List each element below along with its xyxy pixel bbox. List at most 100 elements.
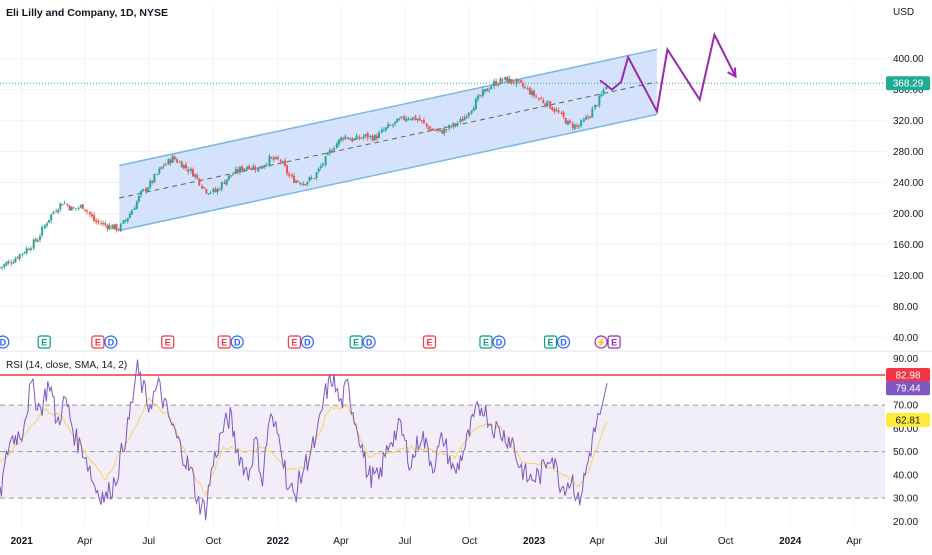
marker-shape: [362, 335, 376, 349]
earnings-marker[interactable]: E: [479, 335, 493, 349]
candle: [602, 89, 605, 93]
candle: [452, 122, 455, 127]
earnings-marker[interactable]: E: [161, 335, 175, 349]
badge-bg: [886, 412, 930, 427]
candle: [223, 182, 226, 185]
dividend-marker[interactable]: D: [492, 335, 506, 349]
candle: [398, 118, 401, 120]
candle: [293, 175, 296, 183]
candle: [18, 254, 21, 259]
price-axis-label: 320.00: [893, 116, 924, 127]
candle: [382, 130, 385, 132]
candle: [151, 180, 154, 183]
marker-label: D: [304, 338, 311, 348]
candle: [330, 150, 333, 152]
candle: [385, 127, 388, 130]
earnings-marker[interactable]: E: [91, 335, 105, 349]
candle: [591, 108, 594, 118]
time-axis-label: Apr: [77, 536, 93, 547]
earnings-marker[interactable]: E: [217, 335, 231, 349]
candle: [72, 207, 75, 209]
candle: [225, 179, 228, 185]
rsi-axis-label: 40.00: [893, 470, 918, 481]
dividend-marker[interactable]: D: [0, 335, 10, 349]
candle: [70, 206, 73, 211]
candle: [119, 223, 122, 231]
candle: [229, 175, 232, 177]
earnings-marker[interactable]: E: [543, 335, 558, 349]
earnings-marker[interactable]: E: [607, 335, 621, 349]
candle: [465, 116, 468, 118]
marker-label: E: [165, 338, 171, 348]
rsi-ma-badge: 62.81: [886, 412, 930, 427]
dividend-marker[interactable]: D: [104, 335, 118, 349]
candle: [290, 175, 293, 177]
candle: [93, 215, 96, 221]
candle: [207, 193, 210, 195]
candle: [405, 118, 408, 122]
marker-label: E: [291, 338, 297, 348]
candle: [263, 164, 266, 168]
candle: [333, 148, 336, 151]
candle: [57, 209, 60, 213]
candle: [450, 125, 453, 127]
dividend-marker[interactable]: D: [230, 335, 244, 349]
dividend-marker[interactable]: D: [300, 335, 314, 349]
price-axis-label: 240.00: [893, 178, 924, 189]
marker-label: D: [108, 338, 115, 348]
candle: [106, 225, 109, 229]
candle: [434, 129, 437, 131]
candle: [209, 192, 212, 194]
candle: [557, 110, 560, 113]
candle: [409, 119, 412, 121]
candle: [521, 83, 524, 87]
candle: [481, 90, 484, 97]
time-axis-label: Oct: [462, 536, 478, 547]
marker-label: E: [427, 338, 433, 348]
candle: [377, 132, 380, 139]
marker-shape: [0, 335, 10, 349]
candle: [342, 137, 345, 140]
candle: [149, 180, 152, 188]
candle: [310, 178, 313, 180]
rsi-axis-label: 70.00: [893, 401, 918, 412]
candle: [422, 120, 425, 123]
candle: [551, 107, 554, 110]
candle: [508, 78, 511, 84]
candle: [414, 116, 417, 121]
earnings-marker[interactable]: E: [287, 335, 301, 349]
dividend-marker[interactable]: D: [362, 335, 376, 349]
candle: [34, 238, 37, 242]
marker-shape: [492, 335, 506, 349]
candle: [454, 123, 457, 126]
candle: [261, 167, 264, 169]
earnings-marker[interactable]: E: [37, 335, 51, 349]
candle: [61, 204, 64, 206]
earnings-marker[interactable]: E: [422, 335, 437, 349]
candle: [441, 130, 444, 134]
marker-label: E: [221, 338, 227, 348]
rsi-line: [0, 359, 608, 521]
candle: [39, 236, 42, 240]
split-marker[interactable]: ⚡: [594, 335, 608, 349]
candle: [201, 185, 204, 189]
candle: [102, 223, 105, 225]
candle: [358, 136, 361, 139]
candle: [198, 178, 201, 186]
candle: [353, 138, 356, 141]
candle: [126, 218, 129, 222]
marker-shape: [104, 335, 118, 349]
candle: [243, 168, 246, 171]
badge-text: 82.98: [895, 370, 920, 381]
dividend-marker[interactable]: D: [556, 335, 571, 349]
rsi-axis-label: 50.00: [893, 447, 918, 458]
candle: [111, 225, 114, 229]
candle: [299, 182, 302, 185]
time-axis-label: 2022: [267, 536, 290, 547]
price-axis-label: 360.00: [893, 85, 924, 96]
earnings-marker[interactable]: E: [349, 335, 363, 349]
candle: [369, 135, 372, 138]
candle: [184, 164, 187, 169]
candle: [104, 223, 107, 225]
